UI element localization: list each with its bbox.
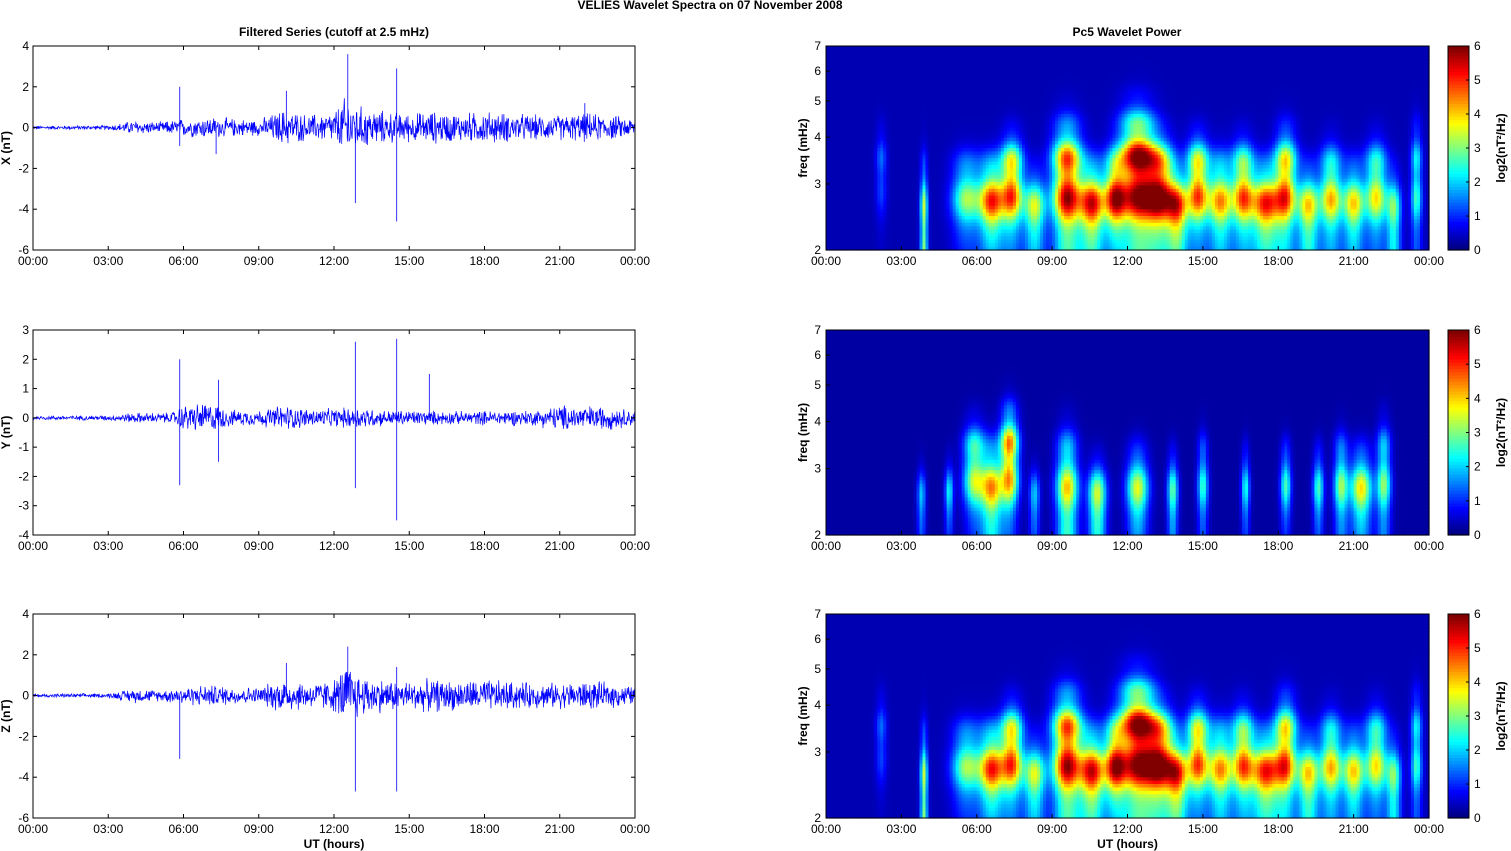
y-tick-label: 0 [22,411,29,425]
x-tick-label: 21:00 [545,822,575,836]
y-axis-label: Y (nT) [0,416,13,450]
x-tick-label: 12:00 [319,539,349,553]
y-tick-label: 2 [22,648,29,662]
left-column-title: Filtered Series (cutoff at 2.5 mHz) [239,25,429,39]
x-tick-label: 00:00 [620,539,650,553]
plot-area [33,614,635,818]
right-column-title: Pc5 Wavelet Power [1073,25,1182,39]
y-tick-label: 4 [22,607,29,621]
series-panel-Z: 420-2-4-600:00 03:00 06:00 09:00 12:00 15:00 1… [0,607,650,851]
y-tick-label: -4 [18,202,29,216]
x-tick-label: 00:00 [620,822,650,836]
x-tick-label: 09:00 [244,539,274,553]
y-tick-label: 2 [22,80,29,94]
y-tick-label: 2 [22,352,29,366]
x-tick-label: 00:00 [18,822,48,836]
x-tick-label: 00:00 [620,254,650,268]
y-tick-label: 1 [22,382,29,396]
y-tick-label: 3 [22,323,29,337]
figure-title: VELIES Wavelet Spectra on 07 November 20… [577,0,842,12]
x-tick-label: 00:00 [18,539,48,553]
y-tick-label: -2 [18,729,29,743]
series-panel-X: 420-2-4-600:00 03:00 06:00 09:00 12:00 15:00 1… [0,39,650,268]
x-tick-label: 06:00 [168,254,198,268]
x-tick-label: 03:00 [93,254,123,268]
y-tick-label: 0 [22,689,29,703]
x-tick-label: 21:00 [545,254,575,268]
x-tick-label: 12:00 [319,822,349,836]
y-axis-label: Z (nT) [0,699,13,732]
x-tick-label: 18:00 [469,539,499,553]
x-tick-label: 18:00 [469,822,499,836]
plot-area [33,46,635,250]
y-tick-label: -1 [18,440,29,454]
y-tick-label: 0 [22,121,29,135]
y-axis-label: X (nT) [0,131,13,165]
x-tick-label: 18:00 [469,254,499,268]
x-tick-label: 03:00 [93,539,123,553]
x-tick-label: 03:00 [93,822,123,836]
y-tick-label: -4 [18,770,29,784]
x-tick-label: 21:00 [545,539,575,553]
x-tick-label: 12:00 [319,254,349,268]
x-tick-label: 15:00 [394,254,424,268]
y-tick-label: -3 [18,499,29,513]
x-tick-label: 15:00 [394,539,424,553]
x-tick-label: 06:00 [168,539,198,553]
y-tick-label: -2 [18,161,29,175]
x-tick-label: 06:00 [168,822,198,836]
x-tick-label: 15:00 [394,822,424,836]
plot-area [33,330,635,535]
y-tick-label: -2 [18,469,29,483]
x-tick-label: 00:00 [18,254,48,268]
x-tick-label: 09:00 [244,254,274,268]
x-axis-label: UT (hours) [304,837,365,851]
panels: 420-2-4-600:00 03:00 06:00 09:00 12:00 15:00 1… [0,39,1508,851]
y-tick-label: 4 [22,39,29,53]
x-tick-label: 09:00 [244,822,274,836]
